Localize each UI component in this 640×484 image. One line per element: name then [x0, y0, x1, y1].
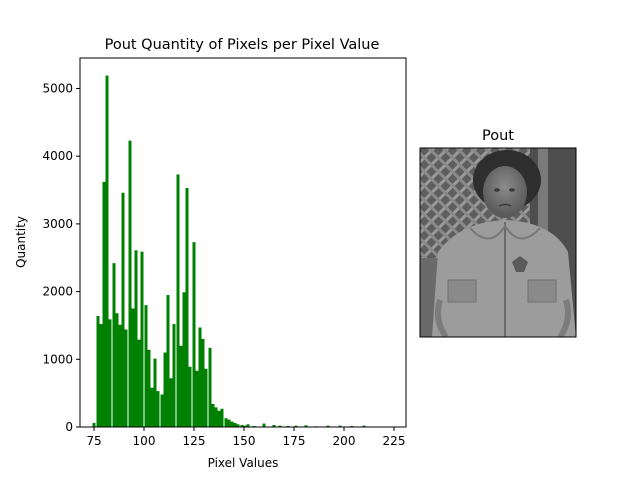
histogram-bar [227, 419, 231, 427]
histogram-bar [118, 324, 122, 427]
histogram-bar [236, 424, 240, 427]
histogram-bar [217, 410, 221, 427]
histogram-bar [105, 75, 109, 427]
histogram-bar [182, 292, 186, 427]
histogram-bar [220, 408, 224, 427]
histogram-bar [150, 387, 154, 427]
histogram-bar [252, 425, 256, 427]
histogram-bar [304, 425, 308, 427]
histogram-bar [92, 422, 96, 427]
histogram-bar [188, 366, 192, 427]
histogram-bar [179, 345, 183, 427]
histogram-bar [243, 425, 247, 427]
y-tick-label: 3000 [42, 217, 73, 231]
histogram-bar [262, 423, 266, 427]
x-axis-label: Pixel Values [208, 456, 279, 470]
histogram-bar [208, 347, 212, 427]
histogram-bar [112, 263, 116, 427]
x-tick-label: 125 [183, 434, 206, 448]
y-axis-label: Quantity [14, 216, 28, 268]
histogram-bar [326, 425, 330, 427]
y-tick-label: 0 [65, 420, 73, 434]
histogram-bar [108, 319, 112, 427]
x-tick-label: 100 [133, 434, 156, 448]
histogram-bar [195, 370, 199, 427]
plot-frame [79, 57, 407, 428]
histogram-bar [131, 308, 135, 427]
y-tick-label: 2000 [42, 285, 73, 299]
histogram-bar [147, 349, 151, 427]
chart-title: Pout Quantity of Pixels per Pixel Value [105, 37, 380, 53]
x-tick-label: 175 [283, 434, 306, 448]
x-tick-label: 225 [383, 434, 406, 448]
histogram-bar [185, 188, 189, 427]
x-tick-label: 75 [86, 434, 101, 448]
histogram-bar [246, 424, 250, 427]
image-frame [419, 147, 577, 338]
pout-photo [420, 148, 576, 337]
histogram-bar [350, 425, 354, 427]
histogram-bar [128, 140, 132, 427]
histogram-bar [144, 305, 148, 427]
histogram-bar [99, 324, 103, 427]
histogram-bar [233, 422, 237, 427]
histogram-bar [163, 352, 167, 427]
histogram-bar [192, 242, 196, 427]
histogram-bar [204, 368, 208, 427]
x-tick-label: 200 [333, 434, 356, 448]
histogram-bar [169, 378, 173, 427]
y-axis-ticks: 0 1000 2000 3000 4000 5000 [42, 81, 80, 434]
histogram-bar [137, 339, 141, 427]
histogram-bar [166, 294, 170, 427]
histogram-bar [240, 424, 244, 427]
y-tick-label: 1000 [42, 352, 73, 366]
histogram-bar [224, 418, 228, 427]
histogram-bar [96, 315, 100, 427]
histogram-bar [230, 421, 234, 427]
histogram-bar [286, 425, 290, 427]
pout-image-panel: Pout [419, 128, 577, 338]
y-tick-label: 4000 [42, 149, 73, 163]
histogram-bar [294, 425, 298, 427]
histogram-bar [362, 425, 366, 427]
y-tick-label: 5000 [42, 81, 73, 95]
histogram-bar [115, 313, 119, 427]
histogram-bar [140, 251, 144, 427]
histogram-bar [272, 424, 276, 427]
histogram-bar [156, 391, 160, 427]
histogram-bar [172, 324, 176, 427]
histogram-bar [176, 174, 180, 427]
histogram-bars [92, 75, 366, 427]
histogram-bar [198, 327, 202, 427]
histogram-bar [124, 329, 128, 427]
histogram-bar [201, 338, 205, 427]
x-tick-label: 150 [233, 434, 256, 448]
histogram-bar [278, 425, 282, 427]
histogram-chart: Pout Quantity of Pixels per Pixel Value … [14, 37, 407, 470]
image-title: Pout [482, 128, 514, 144]
histogram-bar [134, 250, 138, 427]
histogram-bar [214, 407, 218, 427]
histogram-bar [160, 394, 164, 427]
histogram-bar [102, 181, 106, 427]
x-axis-ticks: 75 100 125 150 175 200 225 [86, 427, 405, 448]
histogram-bar [153, 358, 157, 427]
histogram-bar [338, 425, 342, 427]
histogram-bar [121, 192, 125, 427]
histogram-bar [211, 403, 215, 427]
